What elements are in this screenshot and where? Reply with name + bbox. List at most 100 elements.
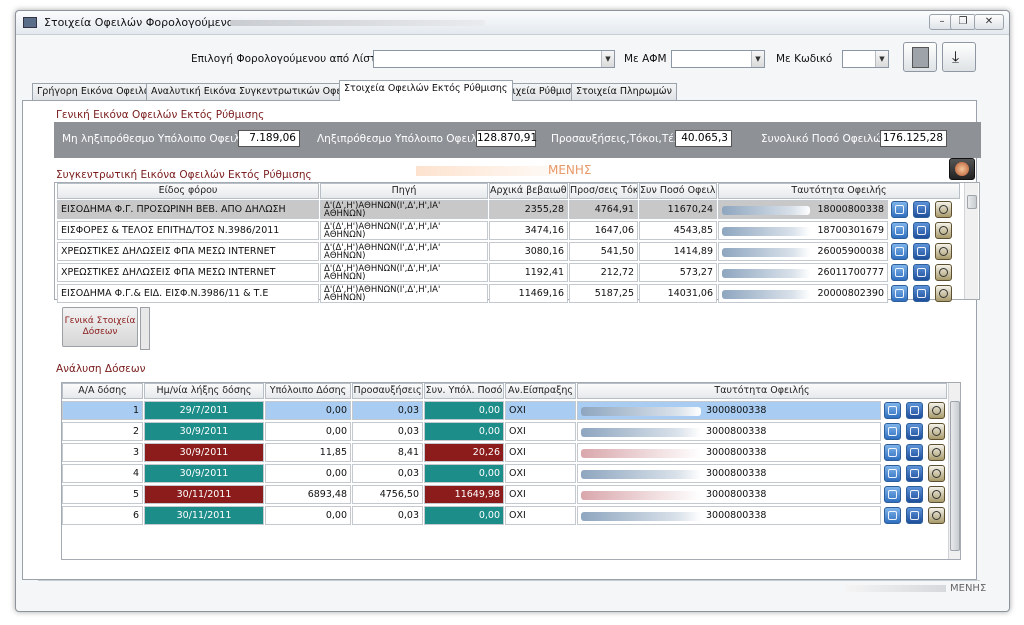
source-cell[interactable]: Δ'(Δ',Η')ΑΘΗΝΩΝ(Ι',Δ',Η',ΙΑ' ΑΘΗΝΩΝ)	[320, 242, 488, 261]
initial-amount-cell[interactable]: 11469,16	[489, 284, 568, 303]
debt-type-cell[interactable]: ΕΙΣΟΔΗΜΑ Φ.Γ.& ΕΙΔ. ΕΙΣΦ.Ν.3986/11 & Τ.Ε	[57, 284, 319, 303]
calculator-button[interactable]	[903, 42, 937, 72]
installment-row-mail-button[interactable]	[906, 507, 923, 524]
installment-surcharge-cell[interactable]: 0,03	[352, 401, 423, 420]
debt-id-cell[interactable]: 18000800338	[718, 200, 888, 219]
total-debt-cell[interactable]: 1414,89	[639, 242, 717, 261]
aggregate-row-print-button[interactable]	[935, 264, 952, 281]
debt-type-cell[interactable]: ΕΙΣΟΔΗΜΑ Φ.Γ. ΠΡΟΣΩΡΙΝΗ ΒΕΒ. ΑΠΟ ΔΗΛΩΣΗ	[57, 200, 319, 219]
installment-due-date-cell[interactable]: 30/9/2011	[144, 443, 264, 462]
installment-total-cell[interactable]: 20,26	[424, 443, 504, 462]
installment-balance-cell[interactable]: 0,00	[265, 464, 351, 483]
scroll-thumb[interactable]	[950, 401, 960, 551]
installment-debt-id-cell[interactable]: 3000800338	[577, 464, 881, 483]
aggregate-row-mail-button[interactable]	[913, 285, 930, 302]
initial-amount-cell[interactable]: 3474,16	[489, 221, 568, 240]
installment-balance-cell[interactable]: 0,00	[265, 506, 351, 525]
installment-row-mail-button[interactable]	[906, 423, 923, 440]
installment-row-print-button[interactable]	[928, 444, 945, 461]
installment-balance-cell[interactable]: 0,00	[265, 422, 351, 441]
collection-status-cell[interactable]: ΟΧΙ	[505, 485, 576, 504]
installment-number-cell[interactable]: 1	[62, 401, 143, 420]
initial-amount-cell[interactable]: 1192,41	[489, 263, 568, 282]
aggregate-scrollbar[interactable]	[964, 183, 978, 299]
aggregate-row-print-button[interactable]	[935, 201, 952, 218]
installment-row-print-button[interactable]	[928, 486, 945, 503]
taxpayer-list-select[interactable]: ▼	[373, 50, 615, 68]
installment-row-print-button[interactable]	[928, 507, 945, 524]
installment-row-edit-button[interactable]	[884, 402, 901, 419]
installment-row-edit-button[interactable]	[884, 486, 901, 503]
installment-number-cell[interactable]: 4	[62, 464, 143, 483]
interest-cell[interactable]: 5187,25	[569, 284, 638, 303]
installment-total-cell[interactable]: 0,00	[424, 422, 504, 441]
installment-number-cell[interactable]: 3	[62, 443, 143, 462]
debt-type-cell[interactable]: ΕΙΣΦΟΡΕΣ & ΤΕΛΟΣ ΕΠΙΤΗΔ/ΤΟΣ Ν.3986/2011	[57, 221, 319, 240]
installment-number-cell[interactable]: 2	[62, 422, 143, 441]
tab-aggregate-analysis[interactable]: Αναλυτική Εικόνα Συγκεντρωτικών Οφειλών	[146, 83, 369, 100]
code-select[interactable]: ▼	[842, 50, 889, 68]
collection-status-cell[interactable]: ΟΧΙ	[505, 422, 576, 441]
afm-select[interactable]: ▼	[671, 50, 765, 68]
aggregate-row-edit-button[interactable]	[891, 243, 908, 260]
installment-surcharge-cell[interactable]: 4756,50	[352, 485, 423, 504]
splitter[interactable]	[140, 307, 150, 350]
installment-row-mail-button[interactable]	[906, 402, 923, 419]
installment-due-date-cell[interactable]: 30/9/2011	[144, 422, 264, 441]
aggregate-row-edit-button[interactable]	[891, 222, 908, 239]
installment-due-date-cell[interactable]: 29/7/2011	[144, 401, 264, 420]
collection-status-cell[interactable]: ΟΧΙ	[505, 443, 576, 462]
aggregate-row-mail-button[interactable]	[913, 243, 930, 260]
installment-debt-id-cell[interactable]: 3000800338	[577, 443, 881, 462]
general-installment-info-button[interactable]: Γενικά Στοιχεία Δόσεων	[62, 307, 138, 347]
tab-quick-view[interactable]: Γρήγορη Εικόνα Οφειλών	[32, 83, 163, 100]
installment-row-print-button[interactable]	[928, 423, 945, 440]
initial-amount-cell[interactable]: 3080,16	[489, 242, 568, 261]
installment-total-cell[interactable]: 11649,98	[424, 485, 504, 504]
installment-surcharge-cell[interactable]: 0,03	[352, 422, 423, 441]
scroll-thumb[interactable]	[967, 195, 977, 209]
debt-id-cell[interactable]: 26011700777	[718, 263, 888, 282]
installment-balance-cell[interactable]: 11,85	[265, 443, 351, 462]
debt-id-cell[interactable]: 26005900038	[718, 242, 888, 261]
collection-status-cell[interactable]: ΟΧΙ	[505, 464, 576, 483]
installment-due-date-cell[interactable]: 30/11/2011	[144, 506, 264, 525]
source-cell[interactable]: Δ'(Δ',Η')ΑΘΗΝΩΝ(Ι',Δ',Η',ΙΑ' ΑΘΗΝΩΝ)	[320, 263, 488, 282]
installment-number-cell[interactable]: 6	[62, 506, 143, 525]
title-bar[interactable]: Στοιχεία Οφειλών Φορολογούμενου : – ❐ ✕	[16, 11, 1009, 35]
installments-scrollbar[interactable]	[948, 383, 960, 559]
installment-row-print-button[interactable]	[928, 465, 945, 482]
source-cell[interactable]: Δ'(Δ',Η')ΑΘΗΝΩΝ(Ι',Δ',Η',ΙΑ' ΑΘΗΝΩΝ)	[320, 200, 488, 219]
installment-row-mail-button[interactable]	[906, 444, 923, 461]
aggregate-row-mail-button[interactable]	[913, 222, 930, 239]
installment-row-mail-button[interactable]	[906, 486, 923, 503]
collection-status-cell[interactable]: ΟΧΙ	[505, 506, 576, 525]
tab-debts-outside-settlement[interactable]: Στοιχεία Οφειλών Εκτός Ρύθμισης	[339, 80, 513, 101]
aggregate-row-edit-button[interactable]	[891, 285, 908, 302]
installment-total-cell[interactable]: 0,00	[424, 401, 504, 420]
installment-debt-id-cell[interactable]: 3000800338	[577, 485, 881, 504]
aggregate-row-mail-button[interactable]	[913, 201, 930, 218]
total-debt-cell[interactable]: 573,27	[639, 263, 717, 282]
installment-surcharge-cell[interactable]: 0,03	[352, 506, 423, 525]
installment-balance-cell[interactable]: 0,00	[265, 401, 351, 420]
refresh-button[interactable]	[949, 158, 975, 180]
interest-cell[interactable]: 212,72	[569, 263, 638, 282]
installment-row-print-button[interactable]	[928, 402, 945, 419]
total-debt-cell[interactable]: 11670,24	[639, 200, 717, 219]
interest-cell[interactable]: 4764,91	[569, 200, 638, 219]
installment-due-date-cell[interactable]: 30/11/2011	[144, 485, 264, 504]
aggregate-row-print-button[interactable]	[935, 222, 952, 239]
aggregate-row-mail-button[interactable]	[913, 264, 930, 281]
installment-row-edit-button[interactable]	[884, 507, 901, 524]
installment-row-edit-button[interactable]	[884, 444, 901, 461]
close-button[interactable]: ✕	[974, 14, 1004, 30]
installment-surcharge-cell[interactable]: 8,41	[352, 443, 423, 462]
import-button[interactable]: ⤓	[942, 42, 976, 72]
installment-debt-id-cell[interactable]: 3000800338	[577, 401, 881, 420]
total-debt-cell[interactable]: 4543,85	[639, 221, 717, 240]
installment-debt-id-cell[interactable]: 3000800338	[577, 506, 881, 525]
total-debt-cell[interactable]: 14031,06	[639, 284, 717, 303]
installment-number-cell[interactable]: 5	[62, 485, 143, 504]
source-cell[interactable]: Δ'(Δ',Η')ΑΘΗΝΩΝ(Ι',Δ',Η',ΙΑ' ΑΘΗΝΩΝ)	[320, 284, 488, 303]
